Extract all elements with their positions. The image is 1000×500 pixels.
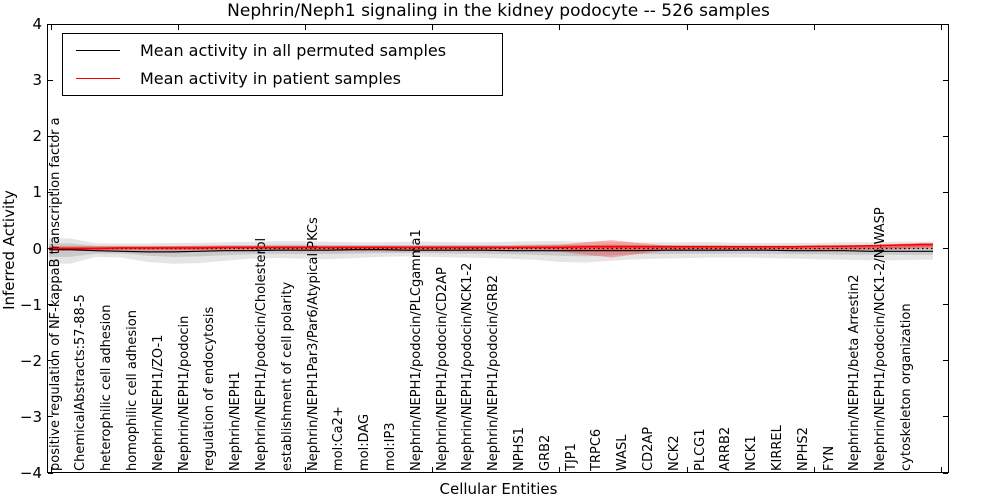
y-tick-label: 2 xyxy=(32,127,42,146)
tick-mark xyxy=(48,472,53,474)
tick-mark xyxy=(558,25,560,30)
legend-label-patient: Mean activity in patient samples xyxy=(140,69,401,89)
chart-title: Nephrin/Neph1 signaling in the kidney po… xyxy=(227,1,770,21)
tick-mark xyxy=(940,25,942,30)
tick-mark xyxy=(943,79,948,81)
tick-mark xyxy=(50,25,52,30)
tick-mark xyxy=(943,360,948,362)
tick-mark xyxy=(304,25,306,30)
tick-mark xyxy=(431,467,433,472)
tick-mark xyxy=(177,467,179,472)
tick-mark xyxy=(48,304,53,306)
tick-mark xyxy=(686,467,688,472)
tick-mark xyxy=(431,25,433,30)
tick-mark xyxy=(943,416,948,418)
y-tick-label: −2 xyxy=(19,351,42,370)
y-tick-label: −4 xyxy=(19,464,42,482)
y-tick-label: −1 xyxy=(19,295,42,314)
tick-mark xyxy=(50,467,52,472)
tick-mark xyxy=(943,23,948,25)
tick-mark xyxy=(943,191,948,193)
tick-mark xyxy=(48,416,53,418)
tick-mark xyxy=(177,25,179,30)
y-tick-label: −3 xyxy=(19,407,42,426)
y-tick-label: 4 xyxy=(32,15,42,33)
tick-mark xyxy=(558,467,560,472)
tick-mark xyxy=(943,472,948,474)
legend: Mean activity in all permuted samples Me… xyxy=(62,33,503,96)
tick-mark xyxy=(943,135,948,137)
legend-row-patient: Mean activity in patient samples xyxy=(63,66,502,92)
tick-mark xyxy=(48,135,53,137)
tick-mark xyxy=(48,248,53,249)
tick-mark xyxy=(813,25,815,30)
tick-mark xyxy=(943,248,948,249)
legend-label-permuted: Mean activity in all permuted samples xyxy=(140,40,447,60)
series-line-0 xyxy=(49,249,933,253)
y-tick-label: 0 xyxy=(32,239,42,258)
tick-mark xyxy=(943,304,948,306)
plot-frame xyxy=(47,24,949,473)
permuted-line-swatch xyxy=(76,49,120,51)
tick-mark xyxy=(304,467,306,472)
patient-line-swatch xyxy=(76,78,120,80)
series-line-1 xyxy=(49,243,933,250)
tick-mark xyxy=(48,360,53,362)
tick-mark xyxy=(48,23,53,25)
legend-row-permuted: Mean activity in all permuted samples xyxy=(63,37,502,63)
tick-mark xyxy=(48,191,53,193)
permuted-range-outer-band xyxy=(49,238,933,264)
tick-mark xyxy=(48,79,53,81)
tick-mark xyxy=(813,467,815,472)
tick-mark xyxy=(940,467,942,472)
y-tick-label: 3 xyxy=(32,71,42,90)
x-axis-label: Cellular Entities xyxy=(439,480,558,498)
tick-mark xyxy=(686,25,688,30)
y-tick-label: 1 xyxy=(32,183,42,202)
